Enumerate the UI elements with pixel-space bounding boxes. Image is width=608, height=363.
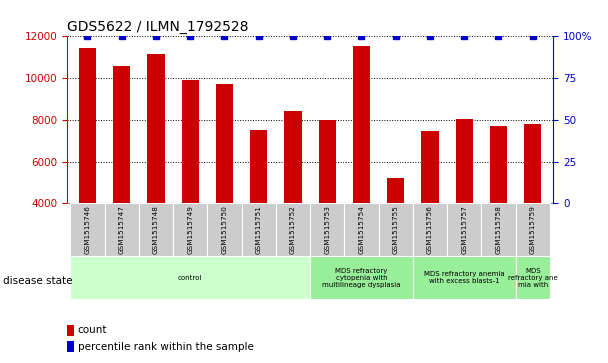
- Bar: [421, 131, 438, 203]
- Text: GSM1515759: GSM1515759: [530, 205, 536, 254]
- Text: disease state: disease state: [3, 276, 72, 286]
- Text: GSM1515748: GSM1515748: [153, 205, 159, 254]
- Bar: [207, 203, 241, 256]
- Bar: [250, 130, 268, 203]
- Text: GSM1515754: GSM1515754: [359, 205, 364, 254]
- Text: MDS refractory
cytopenia with
multilineage dysplasia: MDS refractory cytopenia with multilinea…: [322, 268, 401, 288]
- Bar: [379, 203, 413, 256]
- Bar: [113, 65, 130, 203]
- Text: GSM1515746: GSM1515746: [85, 205, 91, 254]
- Bar: [447, 203, 482, 256]
- Text: count: count: [77, 325, 107, 335]
- Text: GSM1515753: GSM1515753: [324, 205, 330, 254]
- Bar: [71, 203, 105, 256]
- Text: GSM1515757: GSM1515757: [461, 205, 467, 254]
- Bar: [67, 325, 74, 336]
- Bar: [173, 203, 207, 256]
- Bar: [67, 341, 74, 352]
- Text: percentile rank within the sample: percentile rank within the sample: [77, 342, 254, 352]
- Text: GSM1515749: GSM1515749: [187, 205, 193, 254]
- Bar: [524, 124, 541, 203]
- Bar: [387, 178, 404, 203]
- Bar: [344, 203, 379, 256]
- Bar: [482, 203, 516, 256]
- Bar: [105, 203, 139, 256]
- Bar: [310, 203, 344, 256]
- Text: GSM1515752: GSM1515752: [290, 205, 296, 254]
- Bar: [241, 203, 276, 256]
- Bar: [353, 46, 370, 203]
- Bar: [455, 119, 473, 203]
- Bar: [319, 120, 336, 203]
- Bar: [139, 203, 173, 256]
- Bar: [285, 111, 302, 203]
- Bar: [516, 203, 550, 256]
- Bar: [71, 256, 310, 299]
- Bar: [276, 203, 310, 256]
- Text: GSM1515756: GSM1515756: [427, 205, 433, 254]
- Bar: [413, 256, 516, 299]
- Bar: [79, 48, 96, 203]
- Text: GDS5622 / ILMN_1792528: GDS5622 / ILMN_1792528: [67, 20, 249, 34]
- Bar: [310, 256, 413, 299]
- Bar: [413, 203, 447, 256]
- Text: MDS refractory anemia
with excess blasts-1: MDS refractory anemia with excess blasts…: [424, 271, 505, 284]
- Text: GSM1515750: GSM1515750: [221, 205, 227, 254]
- Text: MDS
refractory ane
mia with: MDS refractory ane mia with: [508, 268, 558, 288]
- Bar: [216, 84, 233, 203]
- Text: control: control: [178, 275, 202, 281]
- Text: GSM1515755: GSM1515755: [393, 205, 399, 254]
- Bar: [490, 126, 507, 203]
- Text: GSM1515747: GSM1515747: [119, 205, 125, 254]
- Bar: [147, 54, 165, 203]
- Text: GSM1515751: GSM1515751: [256, 205, 261, 254]
- Bar: [182, 80, 199, 203]
- Text: GSM1515758: GSM1515758: [496, 205, 502, 254]
- Bar: [516, 256, 550, 299]
